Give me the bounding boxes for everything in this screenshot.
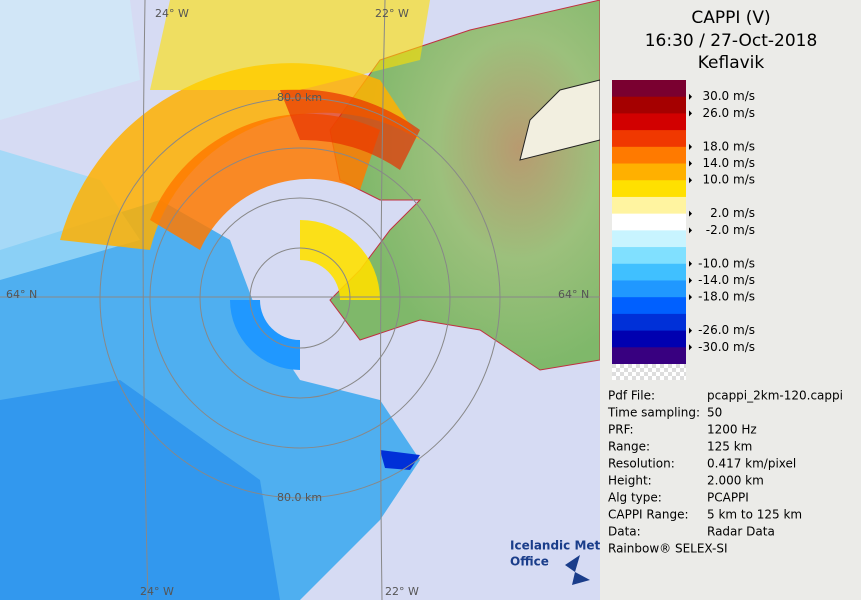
info-value: 50 <box>707 406 722 420</box>
scale-label: -30.0 m/s <box>698 340 755 354</box>
tick-arrow <box>689 294 692 301</box>
color-scale <box>612 80 686 365</box>
scale-swatch <box>612 80 686 98</box>
title-line: CAPPI (V) <box>691 8 770 28</box>
info-table: Pdf File: pcappi_2km-120.cappi Time sampli… <box>607 389 843 539</box>
scale-swatch <box>612 180 686 198</box>
info-value: Radar Data <box>707 525 775 539</box>
scale-swatch <box>612 330 686 348</box>
info-value: pcappi_2km-120.cappi <box>707 389 843 403</box>
scale-labels: 30.0 m/s 26.0 m/s 18.0 m/s 14.0 m/s 10.0 m/s… <box>689 89 755 354</box>
scale-label: -10.0 m/s <box>698 256 755 270</box>
tick-arrow <box>689 327 692 334</box>
lon-label: 24° W <box>155 7 189 20</box>
range-label: 80.0 km <box>277 491 322 504</box>
scale-swatch <box>612 280 686 298</box>
scale-swatch <box>612 130 686 148</box>
info-key: PRF: <box>608 423 634 437</box>
lat-label: 64° N <box>558 288 589 301</box>
info-value: 2.000 km <box>707 474 764 488</box>
tick-arrow <box>689 160 692 167</box>
scale-swatch <box>612 96 686 114</box>
tick-arrow <box>689 93 692 100</box>
logo-text: Icelandic Met <box>510 539 601 553</box>
tick-arrow <box>689 260 692 267</box>
scale-swatch <box>612 263 686 281</box>
scale-swatch <box>612 230 686 248</box>
scale-swatch <box>612 213 686 231</box>
info-key: Alg type: <box>608 491 662 505</box>
title-line: 16:30 / 27-Oct-2018 <box>645 31 818 51</box>
scale-label: 2.0 m/s <box>710 206 755 220</box>
tick-arrow <box>689 110 692 117</box>
scale-swatch <box>612 146 686 165</box>
scale-swatch <box>612 297 686 315</box>
title-line: Keflavik <box>698 53 765 73</box>
no-data-swatch <box>612 364 686 380</box>
scale-label: 26.0 m/s <box>702 106 755 120</box>
scale-label: 14.0 m/s <box>702 156 755 170</box>
info-value: 5 km to 125 km <box>707 508 802 522</box>
scale-swatch <box>612 113 686 131</box>
scale-label: 30.0 m/s <box>702 89 755 103</box>
scale-label: -26.0 m/s <box>698 323 755 337</box>
lon-label: 22° W <box>375 7 409 20</box>
scale-swatch <box>612 247 686 265</box>
info-key: Time sampling: <box>607 406 700 420</box>
scale-swatch <box>612 347 686 365</box>
tick-arrow <box>689 277 692 284</box>
info-value: 0.417 km/pixel <box>707 457 796 471</box>
info-key: Resolution: <box>608 457 675 471</box>
radar-map: 24° W 22° W 24° W 22° W 64° N 64° N 80.0… <box>0 0 601 600</box>
info-key: Range: <box>608 440 650 454</box>
info-value: 1200 Hz <box>707 423 757 437</box>
range-label: 80.0 km <box>277 91 322 104</box>
tick-arrow <box>689 344 692 351</box>
logo-text: Office <box>510 555 549 569</box>
info-key: Pdf File: <box>608 389 655 403</box>
lon-label: 22° W <box>385 585 419 598</box>
footer: Rainbow® SELEX-SI <box>608 542 728 556</box>
info-key: CAPPI Range: <box>608 508 689 522</box>
scale-label: -2.0 m/s <box>706 223 755 237</box>
scale-label: 18.0 m/s <box>702 139 755 153</box>
info-key: Height: <box>608 474 652 488</box>
tick-arrow <box>689 177 692 184</box>
scale-label: -18.0 m/s <box>698 290 755 304</box>
scale-swatch <box>612 163 686 181</box>
info-key: Data: <box>608 525 641 539</box>
scale-label: 10.0 m/s <box>702 173 755 187</box>
lat-label: 64° N <box>6 288 37 301</box>
range-rings <box>0 0 600 600</box>
scale-swatch <box>612 196 686 215</box>
scale-label: -14.0 m/s <box>698 273 755 287</box>
tick-arrow <box>689 143 692 150</box>
info-value: 125 km <box>707 440 752 454</box>
info-value: PCAPPI <box>707 491 749 505</box>
tick-arrow <box>689 227 692 234</box>
lon-label: 24° W <box>140 585 174 598</box>
tick-arrow <box>689 210 692 217</box>
scale-swatch <box>612 313 686 332</box>
logo-icon <box>565 555 590 585</box>
